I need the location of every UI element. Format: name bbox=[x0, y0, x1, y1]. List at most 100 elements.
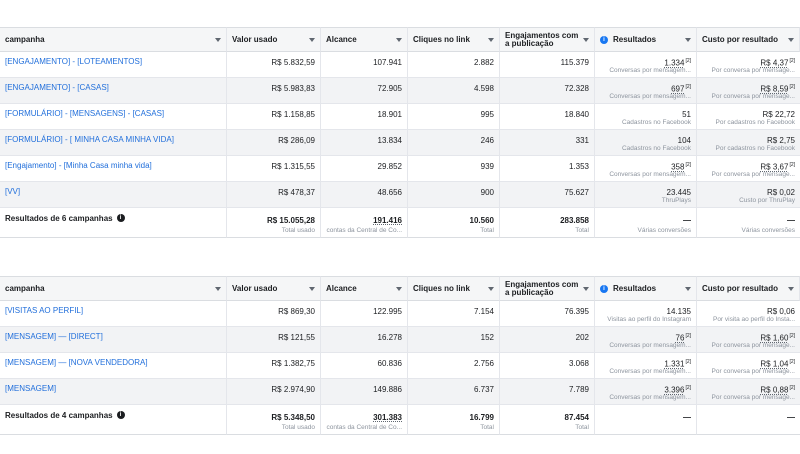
cell-link-clicks: 2.756 bbox=[408, 353, 500, 379]
summary-value: — bbox=[683, 413, 691, 422]
column-header-link-clicks[interactable]: Cliques no link bbox=[408, 276, 500, 301]
campaign-name-link[interactable]: [FORMULÁRIO] - [MENSAGENS] - [CASAS] bbox=[5, 109, 165, 118]
column-header-cost-per-result[interactable]: Custo por resultado bbox=[697, 27, 800, 52]
cell-reach: 48.656 bbox=[321, 182, 408, 208]
value-text: 7.789 bbox=[568, 385, 589, 394]
sort-caret-icon[interactable] bbox=[583, 286, 589, 291]
column-header-link-clicks[interactable]: Cliques no link bbox=[408, 27, 500, 52]
sort-caret-icon[interactable] bbox=[788, 286, 794, 291]
campaign-name-link[interactable]: [ENGAJAMENTO] - [CASAS] bbox=[5, 83, 109, 92]
cell-value: 4.598 bbox=[474, 84, 494, 93]
summary-subtext: Total usado bbox=[281, 424, 315, 431]
value-text: R$ 8,59 bbox=[760, 84, 789, 94]
column-header-results[interactable]: i Resultados bbox=[595, 27, 697, 52]
sort-caret-icon[interactable] bbox=[396, 37, 402, 42]
value-text: 1.334 bbox=[664, 58, 685, 68]
info-icon[interactable]: i bbox=[600, 35, 608, 44]
campaign-name-link[interactable]: [MENSAGEM] bbox=[5, 384, 57, 393]
sort-caret-icon[interactable] bbox=[488, 286, 494, 291]
sort-caret-icon[interactable] bbox=[396, 286, 402, 291]
cell-subtext: Cadastros no Facebook bbox=[621, 119, 691, 126]
summary-value: 87.454 bbox=[565, 413, 589, 422]
cell-value: R$ 1,60[2] bbox=[760, 333, 795, 343]
value-text: R$ 1,60 bbox=[760, 333, 789, 343]
cell-link-clicks: 900 bbox=[408, 182, 500, 208]
sort-caret-icon[interactable] bbox=[685, 37, 691, 42]
cell-post-engagements: 72.328 bbox=[500, 78, 595, 104]
campaign-name-link[interactable]: [ENGAJAMENTO] - [LOTEAMENTOS] bbox=[5, 57, 143, 66]
info-icon[interactable]: i bbox=[116, 214, 125, 222]
value-text: R$ 869,30 bbox=[278, 307, 315, 316]
campaign-name-link[interactable]: [MENSAGEM] — [NOVA VENDEDORA] bbox=[5, 358, 148, 367]
column-header-amount-spent[interactable]: Valor usado bbox=[227, 276, 321, 301]
cell-post-engagements: 3.068 bbox=[500, 353, 595, 379]
summary-cell-campaign: Resultados de 4 campanhas i bbox=[0, 405, 227, 435]
cell-value: 48.656 bbox=[378, 188, 402, 197]
value-text: 16.278 bbox=[377, 333, 402, 342]
cell-value: 149.886 bbox=[373, 385, 402, 394]
summary-value: 301.383 bbox=[373, 413, 402, 422]
column-header-campaign[interactable]: campanha bbox=[0, 276, 227, 301]
sort-caret-icon[interactable] bbox=[685, 286, 691, 291]
sort-caret-icon[interactable] bbox=[215, 286, 221, 291]
sort-caret-icon[interactable] bbox=[488, 37, 494, 42]
cell-reach: 13.834 bbox=[321, 130, 408, 156]
column-header-label: Valor usado bbox=[232, 283, 278, 293]
cell-amount-spent: R$ 478,37 bbox=[227, 182, 321, 208]
info-icon[interactable]: i bbox=[116, 411, 125, 419]
cell-value: 23.445 bbox=[667, 188, 691, 197]
footnote-marker: [2] bbox=[685, 84, 691, 90]
campaign-name-link[interactable]: [VV] bbox=[5, 187, 21, 196]
value-text: 1.331 bbox=[664, 359, 685, 369]
sort-caret-icon[interactable] bbox=[215, 37, 221, 42]
value-text: 2.882 bbox=[473, 58, 494, 67]
cell-campaign: [Engajamento] - [Minha Casa minha vida] bbox=[0, 156, 227, 182]
footnote-marker: [2] bbox=[789, 385, 795, 391]
campaign-name-link[interactable]: [MENSAGEM] — [DIRECT] bbox=[5, 332, 103, 341]
column-header-reach[interactable]: Alcance bbox=[321, 27, 408, 52]
cell-cost-per-result: R$ 0,02 Custo por ThruPlay bbox=[697, 182, 800, 208]
value-text: 3.396 bbox=[664, 385, 685, 395]
cell-subtext: ThruPlays bbox=[661, 197, 691, 204]
cell-amount-spent: R$ 286,09 bbox=[227, 130, 321, 156]
column-header-post-engagements[interactable]: Engajamentos com a publicação bbox=[500, 27, 595, 52]
cell-value: 1.353 bbox=[569, 162, 589, 171]
sort-caret-icon[interactable] bbox=[309, 286, 315, 291]
cell-link-clicks: 995 bbox=[408, 104, 500, 130]
sort-caret-icon[interactable] bbox=[788, 37, 794, 42]
campaign-name-link[interactable]: [FORMULÁRIO] - [ MINHA CASA MINHA VIDA] bbox=[5, 135, 174, 144]
cell-campaign: [ENGAJAMENTO] - [LOTEAMENTOS] bbox=[0, 52, 227, 78]
column-header-amount-spent[interactable]: Valor usado bbox=[227, 27, 321, 52]
sort-caret-icon[interactable] bbox=[583, 37, 589, 42]
cell-campaign: [VV] bbox=[0, 182, 227, 208]
summary-value: 16.799 bbox=[470, 413, 494, 422]
column-header-cost-per-result[interactable]: Custo por resultado bbox=[697, 276, 800, 301]
info-icon[interactable]: i bbox=[600, 284, 608, 293]
value-text: — bbox=[787, 413, 795, 422]
cell-amount-spent: R$ 5.983,83 bbox=[227, 78, 321, 104]
campaign-name-link[interactable]: [Engajamento] - [Minha Casa minha vida] bbox=[5, 161, 152, 170]
cell-link-clicks: 246 bbox=[408, 130, 500, 156]
cell-results: 697[2] Conversas por mensagem... bbox=[595, 78, 697, 104]
column-header-reach[interactable]: Alcance bbox=[321, 276, 408, 301]
cell-campaign: [MENSAGEM] — [NOVA VENDEDORA] bbox=[0, 353, 227, 379]
column-header-campaign[interactable]: campanha bbox=[0, 27, 227, 52]
column-header-results[interactable]: i Resultados bbox=[595, 276, 697, 301]
value-text: 76.395 bbox=[564, 307, 589, 316]
cell-subtext: Conversas por mensagem... bbox=[609, 171, 691, 178]
cell-value: R$ 8,59[2] bbox=[760, 84, 795, 94]
campaign-name-link[interactable]: [VISITAS AO PERFIL] bbox=[5, 306, 84, 315]
cell-value: 107.941 bbox=[373, 58, 402, 67]
summary-cell-link-clicks: 16.799 Total bbox=[408, 405, 500, 435]
sort-caret-icon[interactable] bbox=[309, 37, 315, 42]
value-text: 13.834 bbox=[377, 136, 402, 145]
column-header-post-engagements[interactable]: Engajamentos com a publicação bbox=[500, 276, 595, 301]
summary-subtext: Total usado bbox=[281, 227, 315, 234]
cell-value: R$ 2.974,90 bbox=[271, 385, 315, 394]
cell-value: R$ 3,67[2] bbox=[760, 162, 795, 172]
cell-cost-per-result: R$ 8,59[2] Por conversa por mensage... bbox=[697, 78, 800, 104]
summary-subtext: Várias conversões bbox=[741, 227, 795, 234]
summary-subtext: contas da Central de Co... bbox=[326, 424, 402, 431]
campaign-table-2: campanha Valor usado Alcance Cliques no lin… bbox=[0, 276, 800, 435]
column-header-label: Cliques no link bbox=[413, 34, 470, 44]
